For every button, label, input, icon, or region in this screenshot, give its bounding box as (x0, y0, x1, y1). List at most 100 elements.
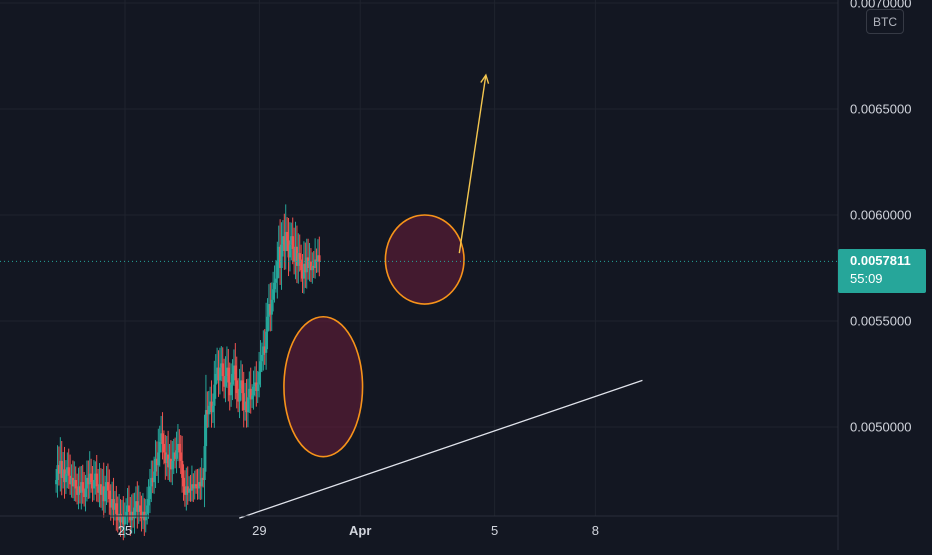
candle-body-down (169, 458, 173, 470)
candle-body-up (98, 484, 101, 493)
candle-body-up (66, 467, 69, 474)
candle-body-down (202, 477, 205, 480)
candle-body-up (305, 257, 308, 273)
trendline[interactable] (239, 379, 643, 519)
ellipse-highlight[interactable] (283, 315, 364, 458)
candle-body-up (141, 511, 145, 519)
candle-body-up (258, 371, 261, 385)
candle-body-down (283, 236, 286, 252)
candle-body-down (108, 490, 111, 500)
candle-body-down (234, 365, 237, 381)
candle-body-up (80, 482, 83, 493)
candle-body-down (223, 376, 226, 387)
candle-body-up (56, 465, 59, 480)
candle-body-down (312, 265, 315, 268)
candle-body-up (246, 397, 250, 413)
arrow-line[interactable] (458, 74, 487, 254)
candle-body-down (119, 513, 122, 523)
candle-body-up (259, 361, 262, 372)
candle-body-up (172, 452, 175, 461)
candle-body-up (270, 299, 273, 315)
candle-body-down (136, 501, 139, 512)
candle-body-down (116, 513, 119, 521)
candle-body-up (220, 363, 223, 368)
candle-body-up (207, 405, 210, 415)
candle-body-down (178, 443, 181, 453)
candle-body-down (60, 460, 63, 478)
candle-body-down (301, 270, 304, 279)
arrow-head[interactable] (480, 73, 490, 84)
drawings[interactable] (239, 73, 643, 519)
candle-body-down (318, 255, 321, 262)
candle-body-up (120, 516, 124, 523)
candle-body-down (206, 410, 209, 415)
candle-body-up (238, 388, 241, 402)
candle-body-down (87, 477, 90, 485)
candle-body-down (300, 259, 303, 271)
candle-body-up (203, 446, 206, 480)
candle-body-up (153, 471, 156, 483)
candle-body-down (195, 484, 198, 487)
candle-body-up (176, 443, 180, 451)
candle-body-up (125, 511, 128, 517)
candle-body-down (228, 382, 231, 396)
candle-body-up (160, 433, 163, 442)
candle-body-down (287, 240, 290, 258)
candle-body-up (154, 458, 157, 472)
currency-badge[interactable]: BTC (866, 9, 904, 34)
candle-body-up (85, 477, 89, 489)
candle-body-up (105, 482, 108, 491)
candle-body-down (189, 488, 192, 491)
candle-body-up (77, 486, 80, 495)
candle-body-up (171, 460, 174, 470)
candle-body-down (286, 231, 289, 241)
price-tick-label: 0.0050000 (850, 420, 911, 435)
candle-body-up (284, 231, 287, 252)
candle-body-up (150, 477, 153, 487)
candle-body-down (307, 257, 310, 268)
candle-body-up (290, 236, 293, 245)
candle-body-up (267, 304, 271, 317)
candle-body-down (199, 482, 202, 487)
candle-body-up (165, 454, 168, 464)
time-axis[interactable]: 25 29 Apr 5 8 (118, 523, 599, 538)
time-tick-label: Apr (349, 523, 371, 538)
candle-body-down (309, 261, 313, 271)
candle-body-up (64, 473, 68, 483)
candle-body-down (122, 516, 125, 525)
candle-body-down (97, 486, 100, 493)
candle-body-down (164, 452, 167, 464)
candle-body-down (63, 469, 66, 483)
candle-body-down (181, 460, 184, 478)
candle-body-down (293, 248, 296, 262)
candle-body-up (262, 346, 265, 355)
candle-body-down (102, 486, 105, 502)
candle-body-down (69, 475, 72, 485)
candle-body-up (88, 473, 91, 485)
candle-body-up (146, 505, 149, 514)
candle-body-up (276, 261, 279, 279)
candle-body-up (209, 401, 212, 406)
candle-body-up (55, 480, 58, 485)
candle-body-up (277, 246, 280, 262)
candle-body-up (231, 374, 234, 385)
ellipse-highlight[interactable] (384, 214, 465, 305)
candle-body-up (148, 486, 152, 500)
candle-body-up (230, 384, 233, 396)
candle-body-up (281, 236, 285, 245)
candle-body-up (213, 384, 216, 406)
candle-body-up (158, 441, 161, 453)
candle-body-up (92, 480, 96, 489)
candle-body-down (95, 473, 98, 487)
price-tick-label: 0.0070000 (850, 0, 911, 11)
time-tick-label: 5 (491, 523, 498, 538)
candle-body-up (84, 488, 87, 497)
candle-body-down (221, 363, 224, 377)
candle-body-up (118, 513, 121, 521)
candle-body-down (237, 393, 240, 402)
candle-body-up (294, 246, 297, 262)
candle-body-up (200, 477, 203, 487)
price-axis[interactable]: 0.0050000 0.0055000 0.0060000 0.0065000 0.00… (850, 0, 911, 435)
